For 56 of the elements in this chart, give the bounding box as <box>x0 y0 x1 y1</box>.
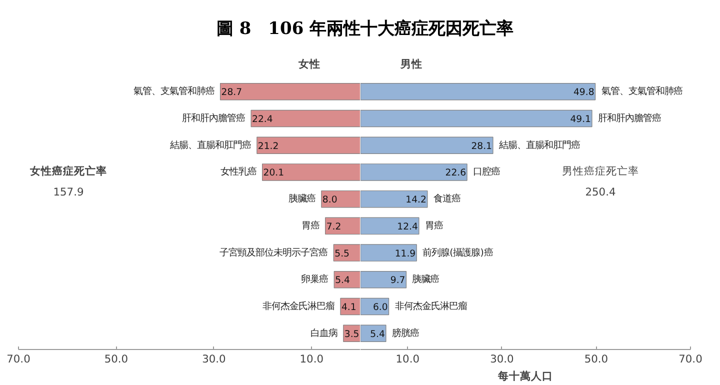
category-label: 前列腺(攝護腺)癌 <box>422 247 493 258</box>
category-label: 肝和肝內膽管癌 <box>182 112 246 124</box>
data-label: 49.1 <box>570 114 592 125</box>
category-label: 膀胱癌 <box>392 328 419 339</box>
data-label: 5.4 <box>335 275 350 286</box>
data-label: 22.4 <box>252 114 273 125</box>
category-label: 胰臟癌 <box>412 274 440 286</box>
x-tick-label: 30.0 <box>202 352 226 366</box>
data-label: 11.9 <box>394 248 416 260</box>
chart-subtitle: 女性 <box>298 58 320 70</box>
data-label: 5.4 <box>370 328 386 340</box>
category-label: 結腸、直腸和肛門癌 <box>498 140 580 151</box>
data-label: 14.2 <box>406 194 426 206</box>
x-tick-label: 50.0 <box>584 352 608 366</box>
category-label: 氣管、支氣管和肺癌 <box>133 86 214 98</box>
data-label: 4.1 <box>341 302 356 314</box>
category-label: 胰臟癌 <box>288 194 316 205</box>
annotation: 250.4 <box>585 186 616 198</box>
data-label: 6.0 <box>372 302 388 314</box>
data-label: 20.1 <box>263 168 284 179</box>
category-label: 胃癌 <box>424 220 443 232</box>
chart-subtitle: 男性 <box>400 58 422 70</box>
category-label: 食道癌 <box>433 194 460 205</box>
category-label: 結腸、直腸和肛門癌 <box>170 140 251 151</box>
data-label: 22.6 <box>445 168 466 179</box>
annotation: 157.9 <box>53 186 84 198</box>
data-label: 8.0 <box>322 194 338 206</box>
annotation: 女性癌症死亡率 <box>29 164 107 178</box>
category-label: 白血病 <box>310 328 338 339</box>
x-tick-label: 10.0 <box>300 352 324 366</box>
data-label: 3.5 <box>344 328 360 340</box>
data-label: 12.4 <box>397 221 418 232</box>
category-label: 氣管、支氣管和肺癌 <box>601 86 682 98</box>
category-label: 肝和肝內膽管癌 <box>598 112 661 124</box>
data-label: 9.7 <box>390 275 406 286</box>
category-label: 口腔癌 <box>473 166 500 178</box>
x-tick-label: 70.0 <box>6 352 31 366</box>
data-label: 28.7 <box>221 87 242 98</box>
category-label: 非何杰金氏淋巴瘤 <box>394 301 467 312</box>
x-tick-label: 70.0 <box>678 352 703 366</box>
data-label: 7.2 <box>326 221 342 232</box>
data-label: 5.5 <box>334 248 350 260</box>
category-label: 女性乳癌 <box>220 166 256 178</box>
data-label: 49.8 <box>574 87 594 98</box>
data-label: 21.2 <box>258 140 279 152</box>
category-label: 卵巢癌 <box>301 274 328 286</box>
category-label: 非何杰金氏淋巴瘤 <box>262 301 334 312</box>
x-axis-title: 每十萬人口 <box>497 370 553 382</box>
annotation: 男性癌症死亡率 <box>562 164 639 178</box>
x-tick-label: 50.0 <box>104 352 128 366</box>
data-label: 28.1 <box>471 140 492 152</box>
category-label: 胃癌 <box>301 220 320 232</box>
category-label: 子宮頸及部位未明示子宮癌 <box>220 247 328 258</box>
chart-title: 圖 8 106 年兩性十大癌症死因死亡率 <box>216 18 514 41</box>
x-tick-label: 30.0 <box>490 352 514 366</box>
x-tick-label: 10.0 <box>396 352 420 366</box>
